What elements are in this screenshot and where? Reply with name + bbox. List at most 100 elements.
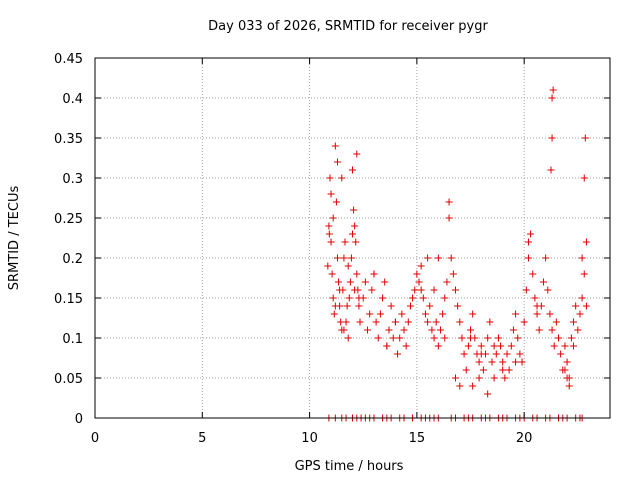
x-axis-title: GPS time / hours bbox=[295, 459, 404, 474]
data-point bbox=[361, 278, 369, 286]
data-point bbox=[328, 270, 336, 278]
data-point bbox=[413, 270, 421, 278]
data-point bbox=[581, 134, 589, 142]
data-point bbox=[467, 334, 475, 342]
axis-ticks bbox=[94, 57, 610, 419]
data-point bbox=[341, 238, 349, 246]
data-points bbox=[324, 86, 590, 422]
x-tick-label: 0 bbox=[91, 431, 99, 446]
data-point bbox=[582, 238, 590, 246]
data-point bbox=[350, 206, 358, 214]
data-point bbox=[342, 318, 350, 326]
data-point bbox=[512, 310, 520, 318]
data-point bbox=[366, 310, 374, 318]
data-point bbox=[353, 150, 361, 158]
chart-title: Day 033 of 2026, SRMTID for receiver pyg… bbox=[208, 19, 488, 34]
data-point bbox=[335, 278, 343, 286]
x-tick-label: 10 bbox=[301, 431, 318, 446]
data-point bbox=[469, 382, 477, 390]
data-point bbox=[351, 222, 359, 230]
data-point bbox=[486, 318, 494, 326]
data-point bbox=[505, 366, 513, 374]
y-tick-label: 0.25 bbox=[54, 212, 83, 227]
data-point bbox=[364, 326, 372, 334]
data-point bbox=[343, 302, 351, 310]
data-point bbox=[499, 358, 507, 366]
y-tick-label: 0.45 bbox=[54, 52, 83, 67]
data-point bbox=[475, 374, 483, 382]
data-point bbox=[443, 278, 451, 286]
data-point bbox=[544, 286, 552, 294]
data-point bbox=[570, 318, 578, 326]
data-point bbox=[325, 222, 333, 230]
data-point bbox=[449, 270, 457, 278]
data-point bbox=[368, 286, 376, 294]
data-point bbox=[456, 382, 464, 390]
data-point bbox=[430, 334, 438, 342]
data-point bbox=[324, 262, 332, 270]
data-point bbox=[494, 334, 502, 342]
data-point bbox=[424, 318, 432, 326]
data-point bbox=[327, 238, 335, 246]
data-point bbox=[452, 286, 459, 294]
data-point bbox=[379, 294, 387, 302]
data-point bbox=[469, 310, 477, 318]
data-point bbox=[580, 174, 588, 182]
data-point bbox=[370, 270, 378, 278]
data-point bbox=[419, 294, 427, 302]
data-point bbox=[430, 286, 438, 294]
data-point bbox=[353, 270, 361, 278]
data-point bbox=[578, 254, 586, 262]
data-point bbox=[409, 294, 417, 302]
data-point bbox=[445, 214, 453, 222]
data-point bbox=[507, 342, 515, 350]
y-tick-label: 0.35 bbox=[54, 132, 83, 147]
data-point bbox=[333, 254, 341, 262]
data-point bbox=[503, 350, 511, 358]
data-point bbox=[490, 342, 498, 350]
data-point bbox=[426, 302, 434, 310]
data-point bbox=[344, 262, 352, 270]
data-point bbox=[467, 326, 475, 334]
data-point bbox=[497, 342, 505, 350]
x-tick-label: 20 bbox=[516, 431, 533, 446]
data-point bbox=[524, 238, 532, 246]
data-point bbox=[417, 262, 425, 270]
y-tick-label: 0.3 bbox=[62, 172, 83, 187]
data-point bbox=[385, 326, 393, 334]
data-point bbox=[402, 342, 410, 350]
data-point bbox=[376, 310, 384, 318]
data-point bbox=[512, 358, 520, 366]
data-point bbox=[406, 302, 414, 310]
data-point bbox=[533, 310, 541, 318]
data-point bbox=[349, 230, 356, 238]
data-point bbox=[351, 286, 359, 294]
y-tick-label: 0.2 bbox=[62, 252, 83, 267]
data-point bbox=[411, 286, 419, 294]
data-point bbox=[576, 310, 584, 318]
data-point bbox=[548, 326, 556, 334]
data-point bbox=[547, 166, 555, 174]
data-point bbox=[458, 334, 466, 342]
data-point bbox=[441, 294, 449, 302]
data-point bbox=[398, 310, 406, 318]
data-point bbox=[347, 254, 355, 262]
x-tick-label: 15 bbox=[409, 431, 426, 446]
data-point bbox=[325, 230, 333, 238]
data-point bbox=[542, 254, 550, 262]
data-point bbox=[518, 358, 526, 366]
data-point bbox=[516, 350, 524, 358]
data-point bbox=[396, 334, 404, 342]
data-point bbox=[330, 310, 338, 318]
y-tick-labels: 0 0.05 0.1 0.15 0.2 0.25 0.3 0.35 0.4 0.45 bbox=[54, 52, 83, 427]
data-point bbox=[340, 254, 348, 262]
data-point bbox=[561, 366, 569, 374]
data-point bbox=[421, 310, 429, 318]
data-point bbox=[352, 238, 360, 246]
data-point bbox=[460, 350, 468, 358]
data-point bbox=[524, 254, 532, 262]
data-point bbox=[338, 174, 346, 182]
data-point bbox=[477, 342, 485, 350]
data-point bbox=[356, 318, 364, 326]
